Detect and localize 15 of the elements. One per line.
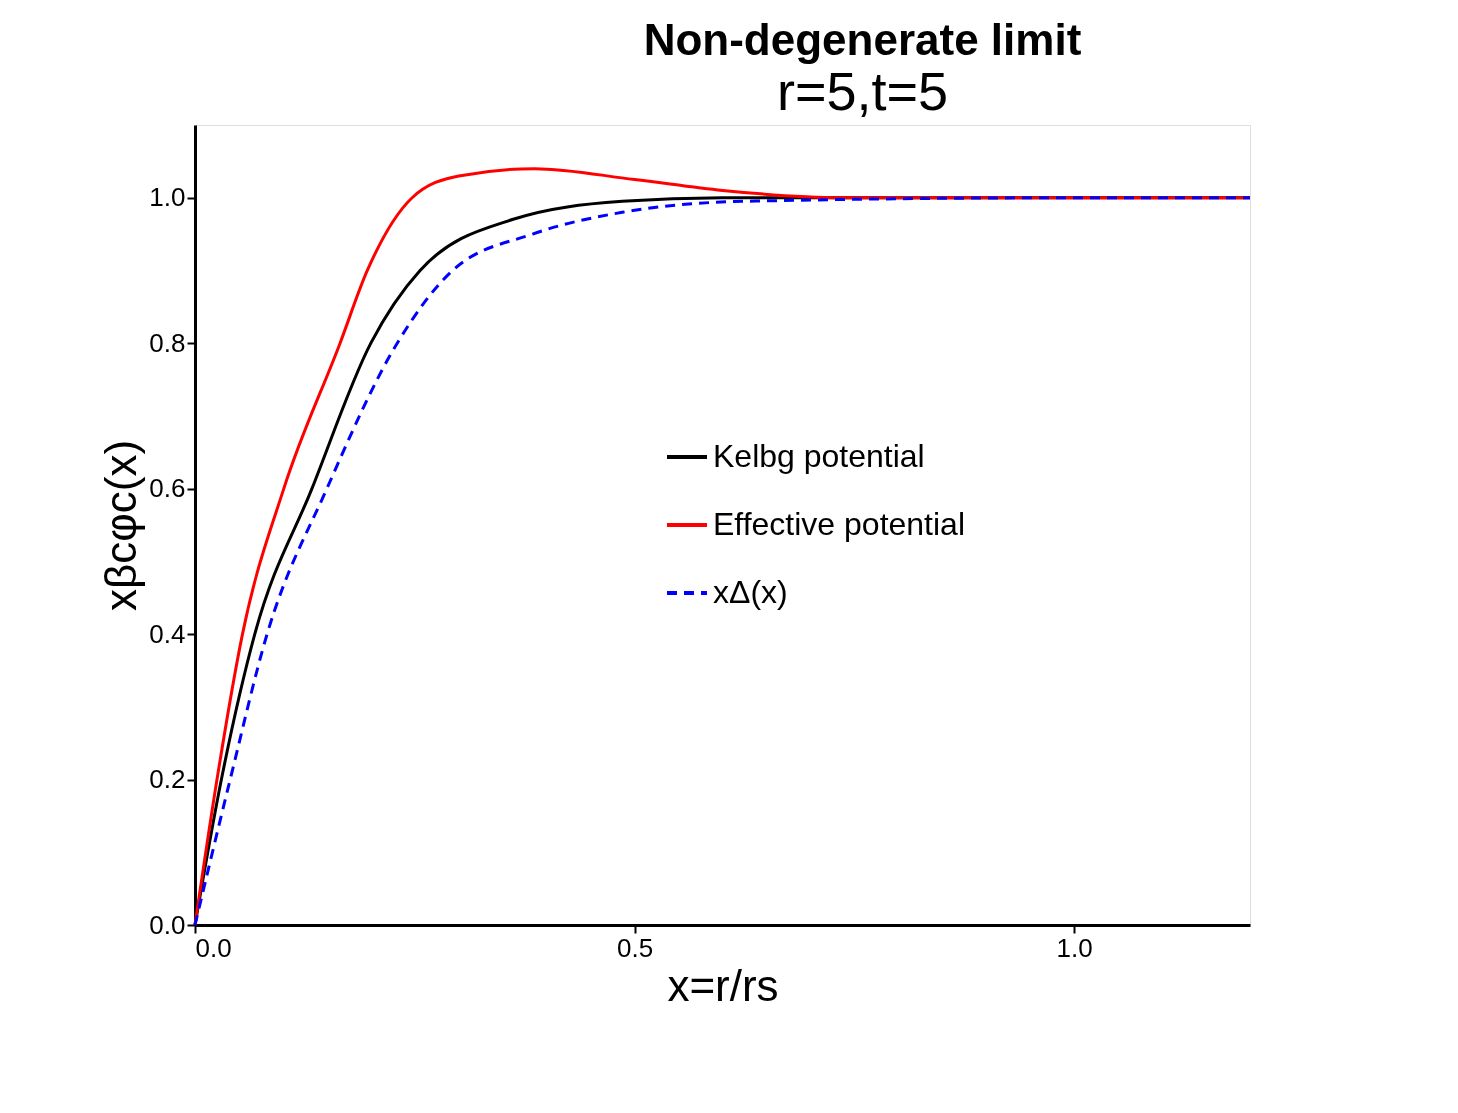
legend-label: xΔ(x) (713, 574, 788, 610)
y-tick-label: 0.2 (149, 764, 186, 795)
x-tick-label: 1.0 (1056, 932, 1093, 963)
chart-title: Non-degenerate limit (643, 15, 1082, 64)
x-tick-label: 0.5 (617, 932, 654, 963)
legend-label: Kelbg potential (713, 438, 925, 474)
y-tick-label: 1.0 (149, 182, 186, 213)
x-axis-title: x=r/rs (667, 960, 779, 1010)
y-axis-title: xβcφc(x) (96, 439, 146, 612)
y-tick-label: 0.0 (149, 909, 186, 940)
legend-label: Effective potential (713, 506, 966, 542)
y-tick-label: 0.6 (149, 473, 186, 504)
y-tick-label: 0.8 (149, 327, 186, 358)
x-tick-label: 0.0 (195, 932, 232, 963)
y-tick-label: 0.4 (149, 618, 186, 649)
